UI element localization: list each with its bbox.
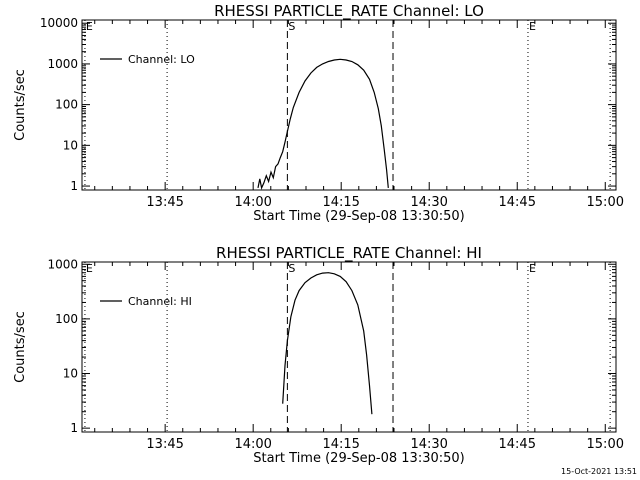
chart-title: RHESSI PARTICLE_RATE Channel: LO — [214, 2, 484, 21]
series-line — [282, 272, 373, 415]
marker-label: S — [288, 262, 295, 275]
panel-hi: RHESSI PARTICLE_RATE Channel: HI 13:45 14:… — [13, 244, 624, 466]
x-tick-label: 14:00 — [234, 195, 271, 210]
x-tick-label: 13:45 — [146, 195, 183, 210]
y-tick-label: 100 — [55, 98, 78, 112]
y-tick-label: 10 — [63, 367, 78, 381]
marker-label: S — [288, 20, 295, 33]
x-axis-label: Start Time (29-Sep-08 13:30:50) — [253, 451, 464, 466]
series-line — [257, 58, 389, 190]
y-tick-label: 1000 — [47, 257, 78, 271]
marker-label: E — [86, 20, 93, 33]
legend-label: Channel: LO — [128, 53, 195, 66]
footer-timestamp: 15-Oct-2021 13:51 — [561, 467, 637, 476]
x-tick-label: 14:15 — [322, 437, 359, 452]
x-tick-label: 15:00 — [587, 437, 624, 452]
y-tick-label: 10000 — [40, 16, 78, 30]
y-tick-label: 1000 — [47, 57, 78, 71]
marker-label: E — [86, 262, 93, 275]
x-axis-label: Start Time (29-Sep-08 13:30:50) — [253, 209, 464, 224]
x-tick-label: 14:45 — [499, 195, 536, 210]
x-tick-label: 13:45 — [146, 437, 183, 452]
y-tick-label: 10 — [63, 138, 78, 152]
marker-label: E — [529, 20, 536, 33]
y-tick-label: 1 — [70, 179, 78, 193]
y-axis-label: Counts/sec — [13, 69, 28, 141]
x-tick-label: 14:30 — [410, 195, 447, 210]
marker-label: E — [529, 262, 536, 275]
chart-title: RHESSI PARTICLE_RATE Channel: HI — [216, 244, 482, 263]
y-tick-label: 100 — [55, 312, 78, 326]
panel-lo: RHESSI PARTICLE_RATE Channel: LO 13:45 14:… — [13, 2, 624, 224]
x-tick-label: 14:30 — [410, 437, 447, 452]
x-tick-label: 14:00 — [234, 437, 271, 452]
x-tick-label: 14:15 — [322, 195, 359, 210]
y-tick-label: 1 — [70, 421, 78, 435]
y-axis-label: Counts/sec — [13, 311, 28, 383]
x-tick-label: 14:45 — [499, 437, 536, 452]
x-tick-label: 15:00 — [587, 195, 624, 210]
legend-label: Channel: HI — [128, 295, 192, 308]
